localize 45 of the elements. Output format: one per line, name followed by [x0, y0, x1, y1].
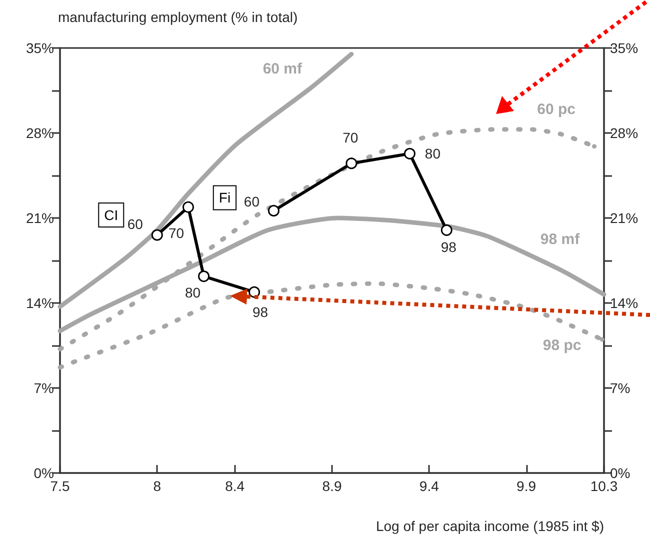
- y-tick-label: 7%: [34, 380, 54, 396]
- point: [440, 224, 452, 236]
- annotation: 98: [252, 304, 268, 320]
- y2-tick-label: 0%: [610, 465, 630, 481]
- series-label: 60 mf: [262, 60, 304, 78]
- y-tick-label: 28%: [26, 125, 54, 141]
- x-tick-label: 7.5: [50, 478, 70, 494]
- point: [600, 337, 604, 342]
- x-tick-label: 9.9: [516, 478, 536, 494]
- y-axis-title: manufacturing employment (% in total): [58, 9, 298, 25]
- series-label: 98 pc: [542, 336, 582, 354]
- text: CI: [104, 207, 118, 223]
- annotation: 98: [440, 239, 457, 256]
- y-tick-label: 0%: [34, 465, 54, 481]
- y2-tick-label: 14%: [610, 295, 638, 311]
- annotation: 80: [424, 146, 441, 162]
- point: [404, 148, 416, 160]
- y2-tick-label: 7%: [610, 380, 630, 396]
- y-tick-label: 14%: [26, 295, 54, 311]
- annotation: 80: [184, 284, 201, 300]
- point: [182, 201, 194, 213]
- y2-tick-label: 28%: [610, 125, 638, 141]
- annotation: 60: [127, 216, 144, 232]
- x-tick-label: 8: [153, 478, 162, 494]
- series-label: 60 pc: [537, 100, 576, 118]
- x-tick-label: 9.4: [419, 478, 440, 494]
- point: [151, 229, 163, 241]
- x-axis-title: Log of per capita income (1985 int $): [376, 518, 604, 534]
- y-tick-label: 35%: [26, 40, 54, 56]
- annotation: 70: [168, 225, 184, 242]
- y2-tick-label: 35%: [610, 40, 638, 56]
- x-tick-label: 8.4: [225, 478, 245, 494]
- y2-tick-label: 21%: [610, 210, 638, 226]
- point: [592, 144, 597, 149]
- text: Fi: [218, 190, 231, 206]
- point: [346, 158, 358, 170]
- x-tick-label: 8.9: [322, 478, 342, 494]
- point: [248, 286, 260, 298]
- point: [268, 204, 280, 216]
- x-tick-label: 10.3: [590, 478, 618, 494]
- annotation: 70: [342, 129, 358, 146]
- y-tick-label: 21%: [26, 210, 54, 226]
- point: [198, 270, 210, 282]
- annotation: 60: [244, 194, 260, 210]
- series-label: 98 mf: [540, 231, 581, 248]
